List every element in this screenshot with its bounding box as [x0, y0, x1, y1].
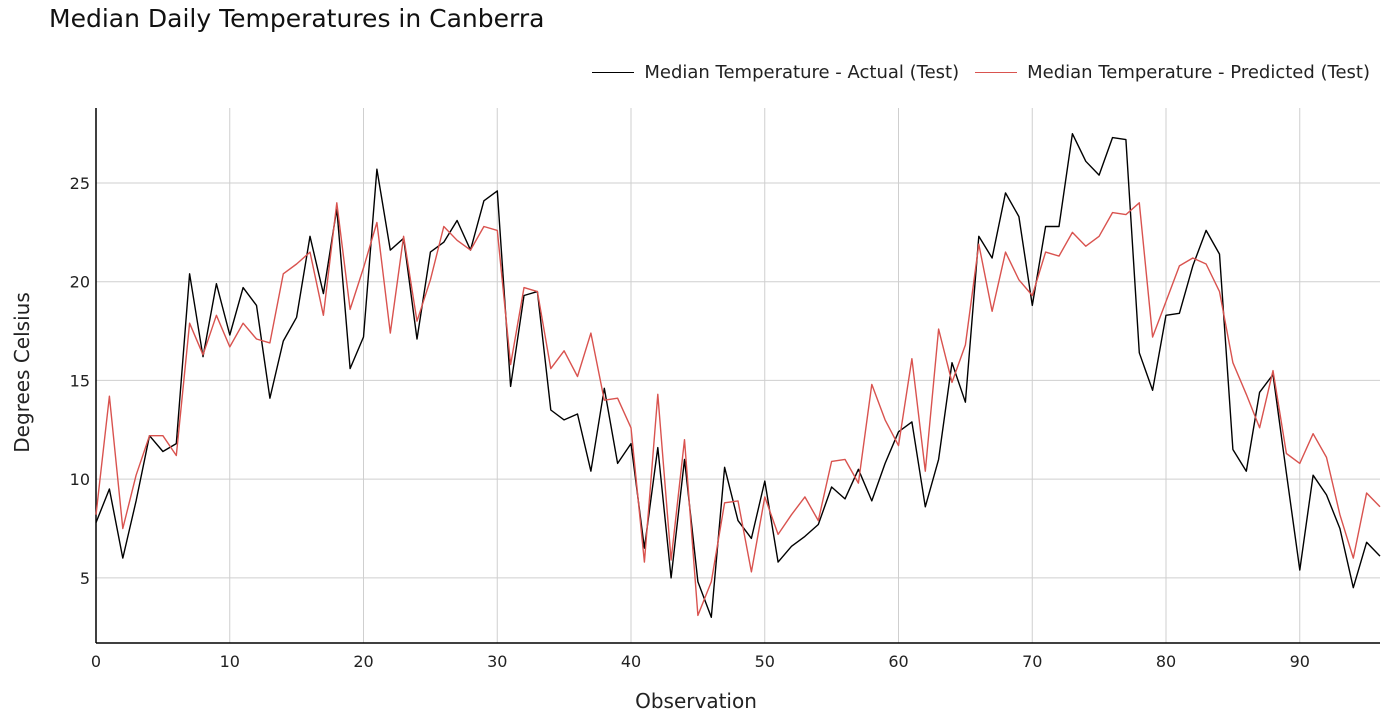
x-tick-label: 70 [1022, 652, 1042, 671]
x-tick-label: 40 [621, 652, 641, 671]
axes [95, 108, 1380, 644]
x-axis-title: Observation [635, 689, 757, 713]
x-tick-label: 50 [755, 652, 775, 671]
y-tick-label: 20 [70, 273, 90, 292]
x-tick-label: 10 [220, 652, 240, 671]
series [95, 132, 1381, 618]
legend-swatch-predicted [975, 72, 1018, 73]
y-tick-label: 25 [70, 174, 90, 193]
y-axis-title: Degrees Celsius [10, 292, 34, 452]
chart-title: Median Daily Temperatures in Canberra [49, 4, 545, 33]
x-tick-label: 90 [1290, 652, 1310, 671]
tick-labels: 0 10 20 30 40 50 60 70 80 90 5 10 15 20 25 [70, 174, 1310, 671]
y-tick-label: 5 [80, 569, 90, 588]
x-tick-label: 0 [91, 652, 101, 671]
series-line-0 [95, 132, 1381, 618]
x-tick-label: 30 [487, 652, 507, 671]
legend-item-actual[interactable]: Median Temperature - Actual (Test) [592, 62, 959, 83]
x-tick-label: 20 [353, 652, 373, 671]
x-tick-label: 80 [1156, 652, 1176, 671]
legend-swatch-actual [592, 72, 635, 73]
y-tick-label: 15 [70, 371, 90, 390]
x-tick-label: 60 [888, 652, 908, 671]
legend-label-predicted: Median Temperature - Predicted (Test) [1027, 62, 1370, 83]
legend[interactable]: Median Temperature - Actual (Test) Media… [576, 62, 1370, 83]
series-line-1 [95, 202, 1381, 617]
y-tick-label: 10 [70, 470, 90, 489]
legend-item-predicted[interactable]: Median Temperature - Predicted (Test) [975, 62, 1370, 83]
grid [96, 108, 1380, 643]
legend-label-actual: Median Temperature - Actual (Test) [644, 62, 960, 83]
